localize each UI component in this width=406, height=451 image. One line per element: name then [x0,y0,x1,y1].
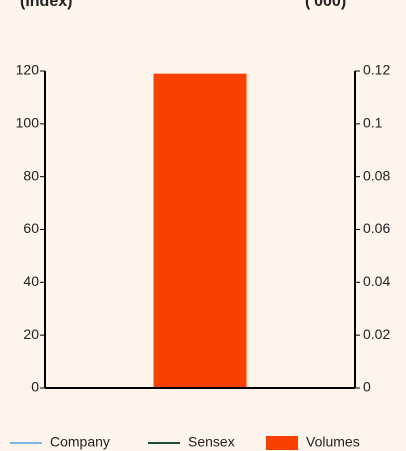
y-tick-label: 0 [31,379,39,395]
y-tick-label: 120 [16,62,40,78]
y-tick-label: 20 [23,326,39,342]
y2-tick-label: 0.12 [363,62,390,78]
y2-tick-label: 0.08 [363,167,390,183]
y-tick-label: 40 [23,273,39,289]
y2-tick-label: 0 [363,379,371,395]
legend-swatch [266,436,298,450]
legend-label: Sensex [188,434,235,450]
y2-tick-label: 0.1 [363,115,383,131]
y2-axis-title: ('000) [305,0,346,10]
y-tick-label: 80 [23,167,39,183]
y-axis-title: (Index) [20,0,72,10]
y-tick-label: 100 [16,115,40,131]
y2-tick-label: 0.04 [363,273,390,289]
y-tick-label: 60 [23,220,39,236]
y2-tick-label: 0.06 [363,220,390,236]
bar [153,73,247,389]
legend-label: Company [50,434,110,450]
legend-label: Volumes [306,434,360,450]
y2-tick-label: 0.02 [363,326,390,342]
